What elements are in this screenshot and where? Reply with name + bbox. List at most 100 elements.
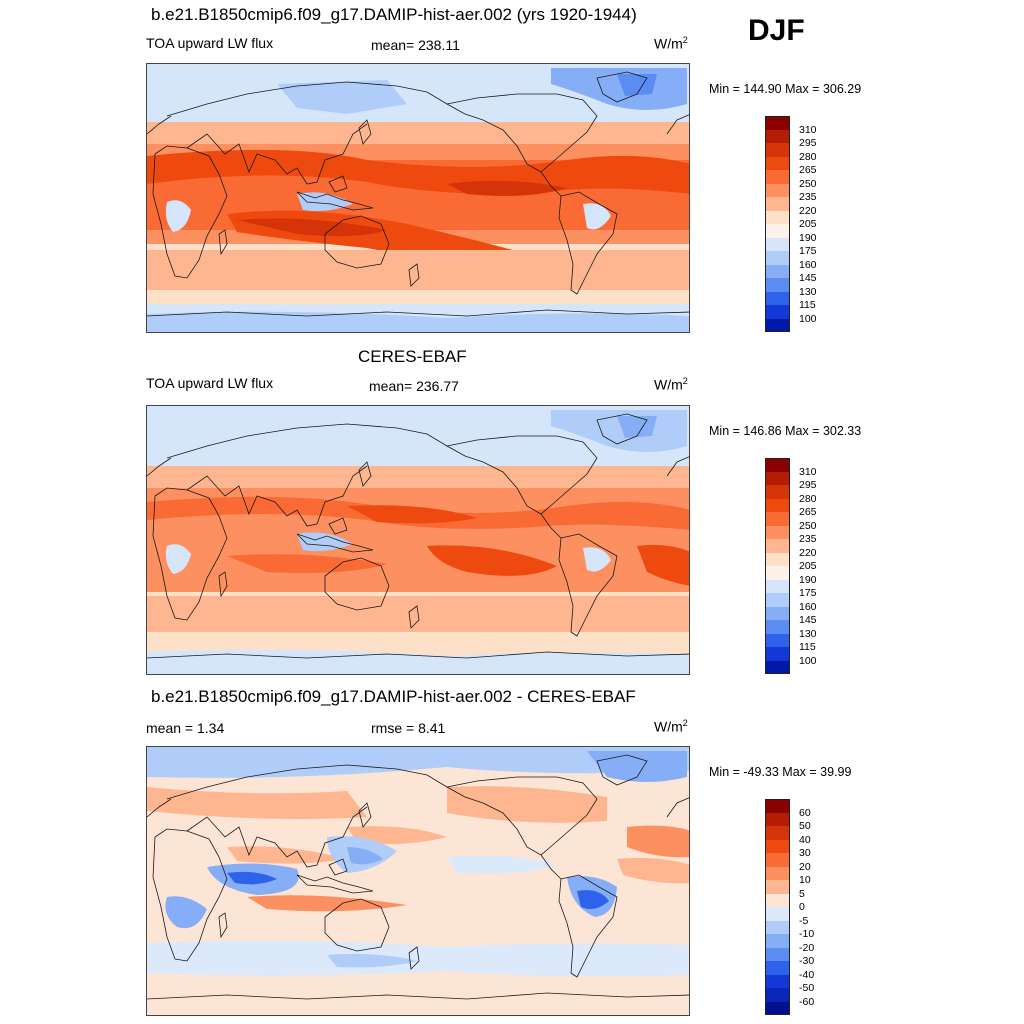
- colorbar-tick-label: 160: [799, 600, 817, 613]
- panel2-colorbar: [765, 458, 790, 674]
- colorbar-cell: [765, 197, 790, 211]
- panel1-variable: TOA upward LW flux: [146, 35, 274, 51]
- colorbar-cell: [765, 880, 790, 894]
- colorbar-tick-label: 235: [799, 533, 817, 545]
- colorbar-cell: [765, 826, 790, 840]
- panel2-mean: mean= 236.77: [369, 378, 459, 394]
- colorbar-cell: [765, 278, 790, 292]
- colorbar-tick-label: 280: [799, 150, 817, 163]
- colorbar-tick-label: 295: [799, 479, 817, 491]
- panel2-map-plot: [147, 406, 690, 675]
- panel3-minmax: Min = -49.33 Max = 39.99: [709, 765, 852, 779]
- colorbar-cell: [765, 606, 790, 620]
- colorbar-tick-label: -10: [799, 928, 815, 940]
- panel1-units: W/m2: [654, 35, 688, 52]
- colorbar-cell: [765, 566, 790, 580]
- colorbar-cell: [765, 579, 790, 593]
- colorbar-cell: [765, 907, 790, 921]
- colorbar-cell: [765, 620, 790, 634]
- colorbar-tick-label: 115: [799, 299, 816, 311]
- colorbar-cell: [765, 552, 790, 566]
- colorbar-tick-label: 220: [799, 546, 817, 559]
- colorbar-tick-label: 0: [799, 901, 805, 913]
- colorbar-cell: [765, 251, 790, 265]
- colorbar-tick-label: 235: [799, 191, 817, 203]
- panel3-title: b.e21.B1850cmip6.f09_g17.DAMIP-hist-aer.…: [151, 687, 636, 706]
- colorbar-tick-label: 310: [799, 465, 817, 478]
- colorbar-cell: [765, 934, 790, 948]
- colorbar-tick-label: 280: [799, 492, 817, 505]
- colorbar-tick-label: 5: [799, 887, 805, 900]
- colorbar-tick-label: 100: [799, 654, 817, 667]
- colorbar-tick-label: -40: [799, 968, 815, 981]
- colorbar-cell: [765, 156, 790, 170]
- colorbar-cell: [765, 512, 790, 526]
- colorbar-tick-label: -60: [799, 995, 815, 1008]
- panel1-map-plot: [147, 64, 690, 333]
- colorbar-tick-label: 250: [799, 177, 817, 190]
- colorbar-cell: [765, 318, 790, 332]
- panel1-title: b.e21.B1850cmip6.f09_g17.DAMIP-hist-aer.…: [151, 5, 637, 24]
- colorbar-cell: [765, 866, 790, 880]
- colorbar-tick-label: 295: [799, 137, 817, 149]
- colorbar-tick-label: 205: [799, 218, 817, 230]
- colorbar-cell: [765, 116, 790, 130]
- colorbar-cell: [765, 525, 790, 539]
- colorbar-tick-label: 190: [799, 573, 817, 586]
- panel2-minmax: Min = 146.86 Max = 302.33: [709, 424, 862, 438]
- colorbar-cell: [765, 920, 790, 934]
- panel3-colorbar: [765, 799, 790, 1015]
- colorbar-tick-label: 145: [799, 272, 817, 284]
- colorbar-tick-label: 50: [799, 820, 811, 832]
- colorbar-cell: [765, 458, 790, 472]
- panel3-units: W/m2: [654, 718, 688, 735]
- colorbar-cell: [765, 1001, 790, 1015]
- colorbar-tick-label: 10: [799, 874, 811, 886]
- colorbar-tick-label: 20: [799, 860, 811, 873]
- colorbar-cell: [765, 291, 790, 305]
- colorbar-cell: [765, 210, 790, 224]
- colorbar-cell: [765, 143, 790, 157]
- colorbar-cell: [765, 539, 790, 553]
- colorbar-tick-label: -5: [799, 914, 809, 927]
- panel3-map-plot: [147, 747, 690, 1016]
- colorbar-cell: [765, 183, 790, 197]
- colorbar-cell: [765, 812, 790, 826]
- panel2-variable: TOA upward LW flux: [146, 375, 274, 391]
- colorbar-tick-label: -20: [799, 941, 815, 954]
- colorbar-tick-label: 130: [799, 285, 817, 298]
- colorbar-tick-label: 100: [799, 312, 817, 325]
- colorbar-tick-label: 265: [799, 164, 817, 176]
- colorbar-tick-label: 310: [799, 123, 817, 136]
- colorbar-cell: [765, 305, 790, 319]
- colorbar-tick-label: 250: [799, 519, 817, 532]
- colorbar-cell: [765, 237, 790, 251]
- panel1-colorbar: [765, 116, 790, 332]
- colorbar-cell: [765, 647, 790, 661]
- colorbar-cell: [765, 170, 790, 184]
- colorbar-cell: [765, 893, 790, 907]
- colorbar-cell: [765, 947, 790, 961]
- colorbar-cell: [765, 839, 790, 853]
- panel2-units: W/m2: [654, 376, 688, 393]
- colorbar-tick-label: -50: [799, 982, 815, 994]
- colorbar-tick-label: 205: [799, 560, 817, 572]
- colorbar-cell: [765, 264, 790, 278]
- colorbar-cell: [765, 485, 790, 499]
- colorbar-cell: [765, 498, 790, 512]
- colorbar-tick-label: 145: [799, 614, 817, 626]
- colorbar-tick-label: -30: [799, 955, 815, 967]
- colorbar-cell: [765, 471, 790, 485]
- colorbar-tick-label: 115: [799, 641, 816, 653]
- colorbar-cell: [765, 974, 790, 988]
- panel2-title: CERES-EBAF: [358, 347, 467, 366]
- colorbar-cell: [765, 593, 790, 607]
- panel3-mean: mean = 1.34: [146, 720, 225, 736]
- colorbar-cell: [765, 988, 790, 1002]
- colorbar-tick-label: 130: [799, 627, 817, 640]
- colorbar-cell: [765, 224, 790, 238]
- panel1-map: [146, 63, 690, 333]
- colorbar-cell: [765, 799, 790, 813]
- panel1-minmax: Min = 144.90 Max = 306.29: [709, 82, 862, 96]
- colorbar-tick-label: 60: [799, 806, 811, 819]
